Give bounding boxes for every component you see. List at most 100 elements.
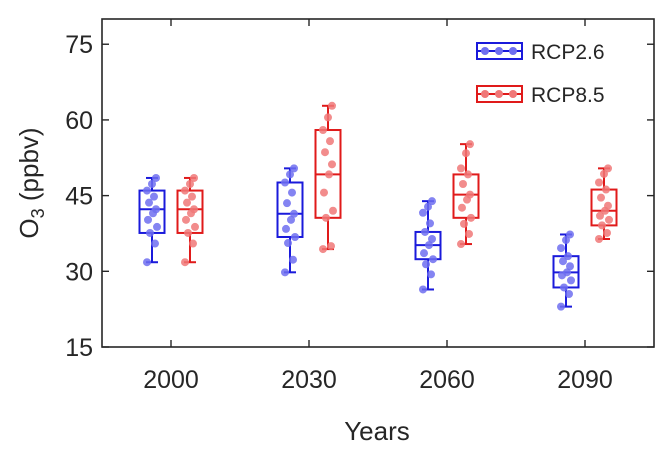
data-point (420, 249, 428, 258)
y-tick-label: 60 (65, 107, 93, 135)
y-axis-label-unit: (ppbv) (14, 127, 44, 208)
data-point (282, 224, 290, 233)
data-point (428, 235, 436, 244)
data-point (286, 170, 294, 179)
legend-swatch-point (509, 47, 517, 55)
y-axis-label-main: O (14, 218, 44, 238)
box-rcp26-2000 (138, 173, 166, 267)
data-point (595, 235, 603, 244)
data-point (152, 205, 160, 214)
data-point (181, 258, 189, 267)
data-point (190, 173, 198, 182)
box-rcp85-2090 (590, 164, 618, 244)
data-point (459, 180, 467, 189)
data-point (321, 148, 329, 157)
y-tick-label: 30 (65, 258, 93, 286)
box-rcp26-2030 (276, 164, 304, 277)
data-point (466, 140, 474, 149)
data-point (324, 113, 332, 122)
data-point (422, 260, 430, 269)
data-point (189, 239, 197, 248)
x-tick-label: 2000 (143, 366, 199, 394)
data-point (143, 258, 151, 267)
data-point (600, 169, 608, 178)
data-point (419, 285, 427, 294)
data-point (183, 198, 191, 207)
data-point (424, 202, 432, 211)
box-series (138, 101, 618, 311)
data-point (288, 188, 296, 197)
data-point (605, 215, 613, 224)
data-point (598, 221, 606, 230)
data-point (327, 242, 335, 251)
data-point (184, 228, 192, 237)
data-point (597, 193, 605, 202)
data-point (565, 290, 573, 299)
data-point (419, 208, 427, 217)
data-point (283, 199, 291, 208)
data-point (566, 262, 574, 271)
data-point (148, 180, 156, 189)
legend-swatch-point (495, 90, 503, 98)
x-axis-label: Years (344, 416, 410, 446)
data-point (290, 164, 298, 173)
data-point (319, 126, 327, 135)
data-point (290, 209, 298, 218)
data-point (144, 215, 152, 224)
data-point (281, 178, 289, 187)
data-point (429, 255, 437, 264)
data-point (566, 230, 574, 239)
data-point (465, 229, 473, 238)
x-tick-label: 2060 (419, 366, 475, 394)
data-point (320, 188, 328, 197)
data-point (151, 239, 159, 248)
data-point (602, 185, 610, 194)
data-point (328, 160, 336, 169)
data-point (559, 257, 567, 266)
legend-swatch-point (481, 90, 489, 98)
data-point (146, 228, 154, 237)
data-point (145, 198, 153, 207)
data-point (595, 178, 603, 187)
data-point (567, 276, 575, 285)
data-point (319, 245, 327, 254)
legend-item-rcp26: RCP2.6 (476, 41, 605, 64)
data-point (457, 240, 465, 249)
data-point (467, 213, 475, 222)
legend-label: RCP8.5 (531, 84, 605, 107)
plot-frame (101, 18, 655, 348)
data-point (458, 203, 466, 212)
box-rcp85-2000 (176, 173, 204, 267)
data-point (150, 192, 158, 201)
y-tick-label: 45 (65, 183, 93, 211)
legend-swatch-point (481, 47, 489, 55)
data-point (563, 268, 571, 277)
legend-swatch-point (509, 90, 517, 98)
data-point (603, 228, 611, 237)
data-point (562, 236, 570, 245)
data-point (287, 215, 295, 224)
data-point (186, 180, 194, 189)
y-axis: 15 30 45 60 75 (65, 31, 654, 362)
data-point (325, 170, 333, 179)
box-rcp85-2060 (452, 140, 480, 249)
data-point (596, 211, 604, 220)
data-point (604, 164, 612, 173)
data-point (557, 244, 565, 253)
data-point (328, 101, 336, 110)
y-axis-label: O3 (ppbv) (14, 127, 48, 238)
data-point (143, 186, 151, 195)
data-point (153, 222, 161, 231)
legend-swatch-point (495, 47, 503, 55)
legend-label: RCP2.6 (531, 41, 605, 64)
data-point (326, 137, 334, 146)
box-rcp26-2090 (552, 230, 580, 311)
data-point (188, 192, 196, 201)
y-tick-label: 15 (65, 334, 93, 362)
x-axis: 2000 2030 2060 2090 (143, 19, 613, 394)
legend-item-rcp85: RCP8.5 (476, 84, 605, 107)
data-point (152, 173, 160, 182)
data-point (464, 170, 472, 179)
